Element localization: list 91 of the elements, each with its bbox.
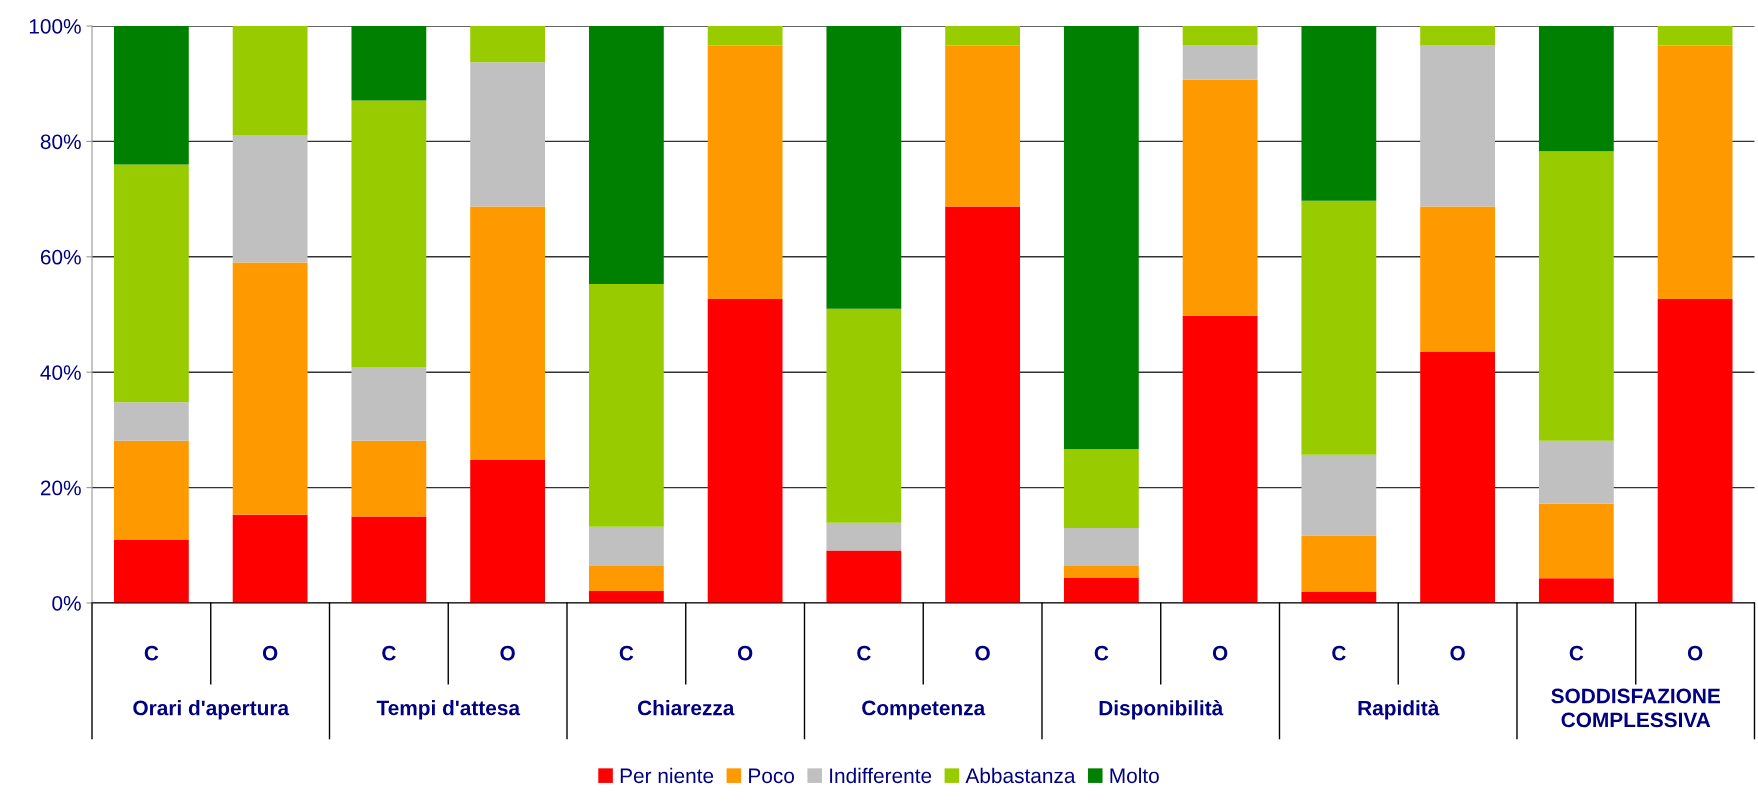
bar — [826, 550, 902, 603]
bar — [1182, 26, 1258, 46]
bar — [1538, 26, 1614, 152]
bar — [707, 298, 783, 603]
bar — [945, 26, 1021, 46]
bar — [945, 45, 1021, 207]
bar — [1538, 503, 1614, 579]
bar — [113, 164, 189, 403]
bar — [1063, 566, 1139, 578]
y-tick-label: 20% — [40, 480, 81, 496]
x-tick-label: C — [382, 645, 396, 661]
bar — [232, 514, 308, 603]
bar — [351, 367, 427, 441]
bar — [1538, 440, 1614, 504]
bar — [1420, 26, 1496, 46]
y-tick-label: 40% — [40, 365, 81, 380]
x-tick-label: O — [500, 645, 515, 661]
bar — [1657, 45, 1733, 299]
bar — [826, 308, 902, 523]
bar — [1420, 206, 1496, 352]
x-tick-label: O — [1687, 645, 1703, 661]
bar — [232, 135, 308, 263]
x-tick-label: O — [1212, 645, 1228, 661]
bar — [1301, 26, 1377, 201]
bar — [232, 26, 308, 136]
bar — [113, 539, 189, 603]
text: Orari d'apertura — [133, 700, 290, 720]
x-tick-label: C — [144, 645, 159, 661]
text: Chiarezza — [637, 700, 735, 716]
bar — [1063, 527, 1139, 567]
legend-label: Abbastanza — [965, 767, 1076, 784]
bar — [588, 283, 664, 527]
legend-label: Poco — [749, 768, 795, 784]
x-tick-label: C — [1094, 645, 1109, 661]
bar — [351, 26, 427, 101]
bar — [1182, 79, 1258, 316]
bar — [1063, 577, 1139, 603]
legend-label: Indifferente — [830, 767, 932, 784]
bar — [351, 440, 427, 517]
bar — [1301, 591, 1377, 603]
x-tick-label: O — [1450, 645, 1465, 661]
bar — [470, 26, 546, 63]
bar — [826, 26, 902, 309]
x-tick-label: C — [619, 645, 634, 661]
bar — [1063, 448, 1139, 528]
bar — [113, 402, 189, 441]
bar — [232, 262, 308, 515]
bar — [470, 62, 546, 207]
bar — [1657, 298, 1733, 603]
bar — [351, 516, 427, 603]
bar — [470, 459, 546, 603]
bar — [945, 206, 1021, 603]
bar — [1182, 315, 1258, 603]
bar — [588, 590, 664, 603]
x-tick-label: O — [737, 645, 753, 661]
bar — [1538, 578, 1614, 603]
legend-label: Per niente — [620, 767, 714, 784]
text: Competenza — [862, 700, 986, 720]
bar — [1182, 45, 1258, 80]
text: Tempi d'attesa — [376, 700, 521, 720]
legend-label: Molto — [1110, 767, 1159, 784]
bar — [1301, 535, 1377, 592]
bar — [351, 100, 427, 368]
bar — [588, 526, 664, 567]
bar — [1420, 45, 1496, 207]
bar — [1063, 26, 1139, 449]
text: Rapidità — [1358, 699, 1440, 720]
bar — [113, 26, 189, 165]
text: Disponibilità — [1099, 699, 1224, 720]
bar — [588, 566, 664, 591]
y-tick-label: 80% — [40, 134, 81, 150]
bar — [588, 26, 664, 284]
bar — [826, 522, 902, 551]
x-tick-label: O — [975, 645, 990, 661]
bar — [707, 45, 783, 299]
bar — [1301, 200, 1377, 455]
x-tick-label: C — [857, 645, 871, 661]
y-tick-label: 100% — [29, 19, 81, 34]
bar — [1301, 454, 1377, 536]
y-tick-label: 60% — [40, 249, 81, 265]
bar — [707, 26, 783, 46]
x-tick-label: O — [262, 645, 278, 661]
y-tick-label: 0% — [52, 596, 81, 611]
bar — [1538, 151, 1614, 441]
text: SODDISFAZIONE COMPLESSIVA — [1551, 688, 1720, 728]
bar — [1657, 26, 1733, 46]
bar — [113, 440, 189, 540]
bar — [1420, 351, 1496, 603]
x-tick-label: C — [1332, 645, 1346, 661]
x-tick-label: C — [1569, 645, 1584, 661]
bar — [470, 206, 546, 460]
